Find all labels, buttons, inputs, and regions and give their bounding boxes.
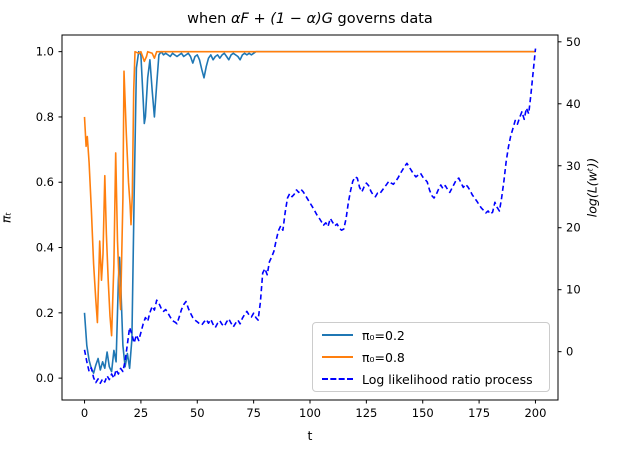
legend-item-pi08: π₀=0.8 xyxy=(313,346,549,368)
series-line-0 xyxy=(83,50,536,375)
legend: π₀=0.2 π₀=0.8 Log likelihood ratio proce… xyxy=(312,322,550,392)
left-y-tick-label: 0.0 xyxy=(36,371,54,385)
x-tick-label: 25 xyxy=(134,406,149,420)
left-y-axis-label: πₜ xyxy=(0,211,14,224)
legend-item-loglik: Log likelihood ratio process xyxy=(313,368,549,390)
right-y-tick-label: 30 xyxy=(566,159,581,173)
x-tick-label: 175 xyxy=(468,406,490,420)
x-tick-label: 200 xyxy=(524,406,546,420)
right-y-tick-label: 50 xyxy=(566,35,581,49)
right-y-tick-label: 20 xyxy=(566,221,581,235)
right-y-axis-label: log(L(wᵗ)) xyxy=(584,157,600,218)
left-y-tick-label: 0.4 xyxy=(36,241,54,255)
series-group xyxy=(83,48,537,385)
x-tick-label: 125 xyxy=(355,406,377,420)
chart-title: when αF + (1 − α)G governs data xyxy=(62,11,558,27)
legend-line-sample-pi08 xyxy=(322,355,353,359)
right-y-tick-label: 0 xyxy=(566,345,573,359)
legend-label-loglik: Log likelihood ratio process xyxy=(362,371,533,387)
left-y-tick-label: 0.2 xyxy=(36,306,54,320)
x-tick-label: 50 xyxy=(190,406,205,420)
legend-line-sample-loglik xyxy=(322,378,353,380)
legend-label-pi08: π₀=0.8 xyxy=(362,349,405,365)
series-line-2 xyxy=(83,48,537,385)
series-line-1 xyxy=(83,50,536,337)
x-axis-label: t xyxy=(307,428,313,443)
chart-title-math: αF + (1 − α)G xyxy=(230,11,333,27)
x-tick-label: 150 xyxy=(412,406,434,420)
legend-item-pi02: π₀=0.2 xyxy=(313,324,549,346)
left-y-tick-label: 0.6 xyxy=(36,175,54,189)
right-y-tick-label: 10 xyxy=(566,283,581,297)
left-y-tick-label: 0.8 xyxy=(36,110,54,124)
legend-line-sample-pi02 xyxy=(322,333,353,337)
x-tick-label: 0 xyxy=(81,406,88,420)
chart-title-suffix: governs data xyxy=(332,11,433,27)
left-y-tick-label: 1.0 xyxy=(36,45,54,59)
x-tick-label: 100 xyxy=(299,406,321,420)
chart-title-prefix: when xyxy=(187,11,231,27)
x-tick-label: 75 xyxy=(246,406,261,420)
legend-label-pi02: π₀=0.2 xyxy=(362,327,405,343)
right-y-tick-label: 40 xyxy=(566,97,581,111)
